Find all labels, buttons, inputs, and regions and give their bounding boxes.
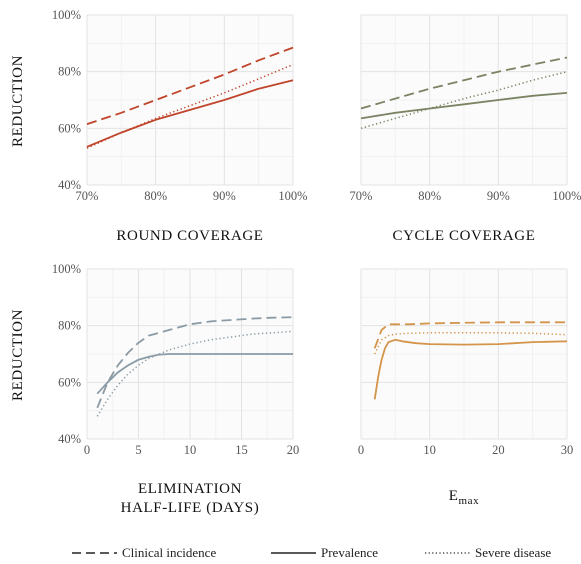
- x-tick-label: 0: [84, 443, 90, 457]
- y-tick-label: 100%: [52, 262, 81, 276]
- legend: Clinical incidence Prevalence Severe dis…: [72, 545, 551, 560]
- panel-top-right: 70% 80% 90% 100%: [350, 14, 581, 203]
- series-line-clinical-incidence: [360, 56, 568, 110]
- series-line-prevalence: [373, 338, 568, 400]
- x-axis-title-round-coverage: ROUND COVERAGE: [116, 228, 263, 244]
- series-line-severe-disease: [374, 332, 568, 355]
- series-line-clinical-incidence: [373, 321, 567, 349]
- x-tick-label: 20: [287, 443, 300, 457]
- x-tick-label: 5: [135, 443, 141, 457]
- y-tick-label: 40%: [58, 432, 81, 446]
- series-line-prevalence: [96, 353, 293, 395]
- x-tick-label: 10: [423, 443, 436, 457]
- x-axis-title-cycle-coverage: CYCLE COVERAGE: [393, 228, 536, 244]
- x-axis-title-elimination-line2: HALF-LIFE (DAYS): [121, 500, 260, 516]
- legend-item-prevalence: Prevalence: [271, 545, 378, 560]
- panel-bottom-right: 0 10 20 30: [358, 268, 574, 457]
- y-tick-label: 40%: [58, 178, 81, 192]
- x-tick-label: 70%: [350, 189, 373, 203]
- legend-label-severe-disease: Severe disease: [475, 545, 551, 560]
- y-tick-label: 60%: [58, 121, 81, 135]
- x-tick-label: 90%: [213, 189, 236, 203]
- x-tick-label: 70%: [76, 189, 99, 203]
- y-tick-label: 60%: [58, 375, 81, 389]
- x-tick-label: 15: [235, 443, 248, 457]
- x-tick-label: 0: [358, 443, 364, 457]
- legend-item-clinical-incidence: Clinical incidence: [72, 545, 216, 560]
- y-axis-title-bottom: REDUCTION: [10, 309, 26, 401]
- x-tick-label: 100%: [278, 189, 307, 203]
- series-line-prevalence: [86, 79, 294, 148]
- panel-bottom-left: 0 5 10 15 20 40% 60% 80% 100%: [52, 262, 299, 457]
- series-line-clinical-incidence: [96, 316, 294, 409]
- legend-label-prevalence: Prevalence: [321, 545, 378, 560]
- x-tick-label: 90%: [487, 189, 510, 203]
- panels: 70% 80% 90% 100%40%60%80%100%70% 80% 90% 100%0…: [52, 8, 581, 457]
- y-tick-label: 100%: [52, 8, 81, 22]
- x-tick-label: 20: [492, 443, 505, 457]
- series-line-severe-disease: [360, 70, 568, 130]
- x-axis-title-emax-main: E: [449, 488, 459, 504]
- x-tick-label: 80%: [418, 189, 441, 203]
- y-tick-label: 80%: [58, 319, 81, 333]
- x-axis-title-emax-sub: max: [459, 495, 480, 507]
- series-line-clinical-incidence: [86, 46, 294, 125]
- series-line-prevalence: [360, 92, 568, 120]
- legend-item-severe-disease: Severe disease: [425, 545, 551, 560]
- x-axis-title-elimination-line1: ELIMINATION: [138, 481, 242, 497]
- y-tick-label: 80%: [58, 65, 81, 79]
- y-axis-title-top: REDUCTION: [10, 55, 26, 147]
- x-axis-title-emax: Emax: [449, 488, 480, 507]
- x-tick-label: 30: [561, 443, 574, 457]
- legend-label-clinical-incidence: Clinical incidence: [122, 545, 216, 560]
- x-tick-label: 100%: [552, 189, 581, 203]
- x-tick-label: 80%: [144, 189, 167, 203]
- x-tick-label: 10: [184, 443, 197, 457]
- panel-top-left: 70% 80% 90% 100% 40% 60% 80% 100%: [52, 8, 308, 203]
